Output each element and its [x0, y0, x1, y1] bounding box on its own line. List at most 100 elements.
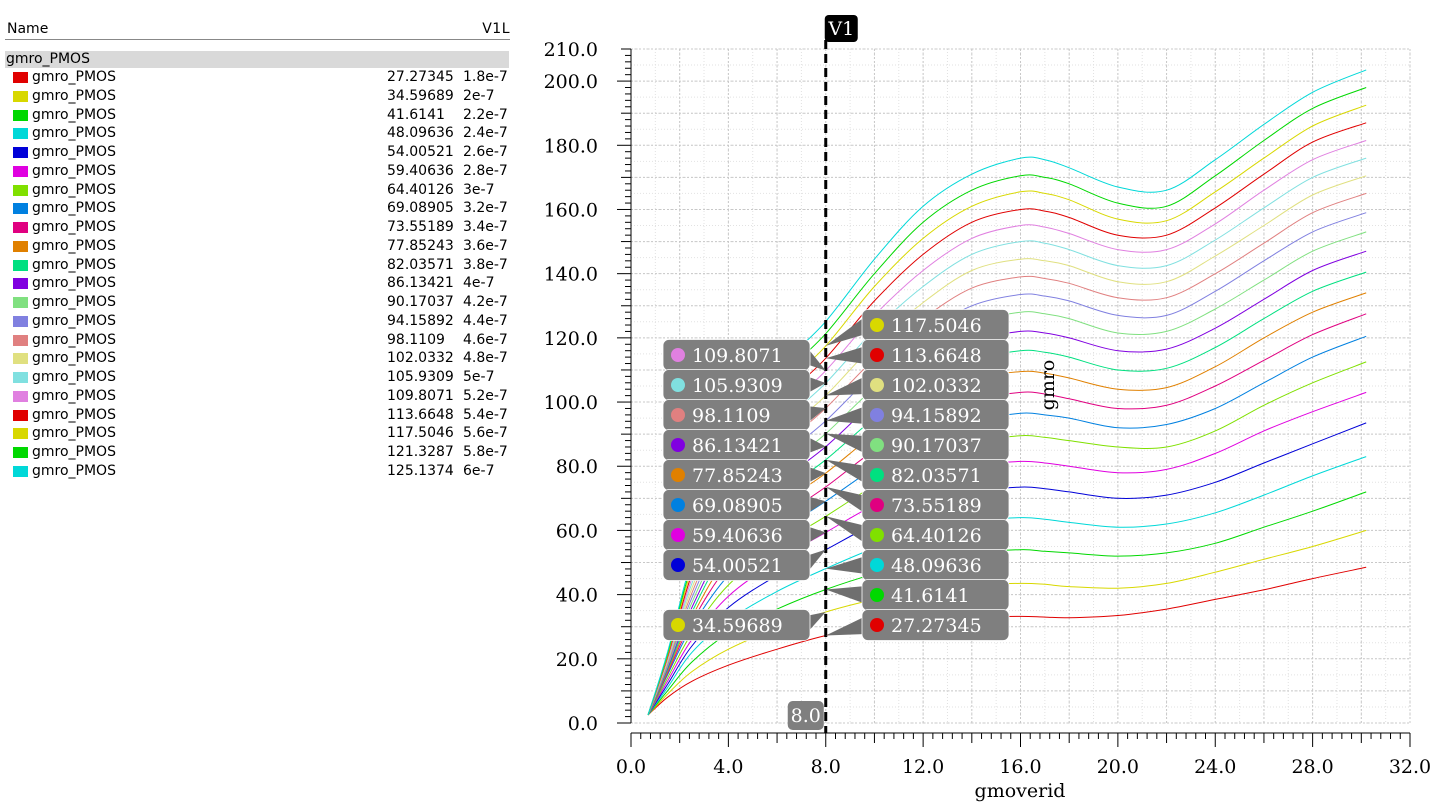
legend-row-name: gmro_PMOS: [32, 294, 116, 310]
legend-row-name: gmro_PMOS: [32, 106, 116, 123]
legend-row-param: 1.8e-7: [463, 69, 508, 85]
legend-row[interactable]: gmro_PMOS 102.0332 4.8e-7: [0, 349, 515, 368]
y-tick-label: 140.0: [544, 264, 598, 286]
annotation-left[interactable]: 109.8071: [662, 339, 826, 371]
annotation-value: 59.40636: [692, 525, 783, 547]
annotation-value: 94.15892: [891, 405, 982, 427]
legend-row-name: gmro_PMOS: [32, 219, 116, 235]
annotation-right[interactable]: 27.27345: [825, 609, 1010, 641]
legend-row-param: 4.8e-7: [463, 350, 508, 367]
legend-row[interactable]: gmro_PMOS 69.08905 3.2e-7: [0, 199, 515, 218]
legend-group-row[interactable]: gmro_PMOS: [5, 51, 509, 68]
annotation-right[interactable]: 117.5046: [825, 309, 1010, 346]
legend-swatch: [13, 315, 28, 327]
legend-row-value: 54.00521: [387, 144, 454, 160]
legend-swatch: [13, 147, 28, 158]
legend-row[interactable]: gmro_PMOS 27.27345 1.8e-7: [0, 68, 515, 87]
legend-row[interactable]: gmro_PMOS 77.85243 3.6e-7: [0, 237, 515, 256]
legend-row[interactable]: gmro_PMOS 90.17037 4.2e-7: [0, 293, 515, 312]
legend-row-param: 2.2e-7: [463, 106, 508, 123]
annotation-value: 105.9309: [692, 375, 783, 397]
x-tick-label: 12.0: [902, 756, 944, 778]
annotation-left[interactable]: 59.40636: [662, 519, 826, 551]
annotation-right[interactable]: 64.40126: [825, 516, 1010, 551]
legend-row[interactable]: gmro_PMOS 109.8071 5.2e-7: [0, 387, 515, 406]
annotation-pointer: [825, 346, 866, 364]
legend-row[interactable]: gmro_PMOS 117.5046 5.6e-7: [0, 424, 515, 443]
annotation-right[interactable]: 94.15892: [825, 399, 1010, 431]
annotation-dot: [671, 438, 685, 452]
legend-row[interactable]: gmro_PMOS 64.40126 3e-7: [0, 181, 515, 200]
legend-row[interactable]: gmro_PMOS 113.6648 5.4e-7: [0, 406, 515, 425]
chart[interactable]: 0.0 20.0 40.0 60.0 80.0 100.0 120.0 140.0 160.0 1…: [515, 0, 1440, 810]
legend-row-param: 5.8e-7: [463, 444, 508, 460]
annotation-dot: [671, 468, 685, 482]
legend-header-name[interactable]: Name: [7, 21, 49, 37]
annotation-pointer: [825, 616, 866, 636]
legend-row[interactable]: gmro_PMOS 94.15892 4.4e-7: [0, 312, 515, 331]
annotation-pointer: [806, 549, 826, 574]
legend-row-param: 4.6e-7: [463, 331, 508, 348]
legend-row[interactable]: gmro_PMOS 48.09636 2.4e-7: [0, 124, 515, 143]
x-tick-label: 8.0: [811, 756, 841, 778]
annotation-right[interactable]: 48.09636: [825, 549, 1010, 581]
annotation-value: 54.00521: [692, 555, 783, 577]
legend-row[interactable]: gmro_PMOS 82.03571 3.8e-7: [0, 256, 515, 275]
annotation-value: 73.55189: [891, 495, 982, 517]
legend-row[interactable]: gmro_PMOS 125.1374 6e-7: [0, 462, 515, 481]
legend-header: Name V1L: [5, 20, 510, 40]
legend-row[interactable]: gmro_PMOS 86.13421 4e-7: [0, 274, 515, 293]
legend-row[interactable]: gmro_PMOS 98.1109 4.6e-7: [0, 331, 515, 350]
legend-row[interactable]: gmro_PMOS 34.59689 2e-7: [0, 87, 515, 106]
legend-row[interactable]: gmro_PMOS 41.6141 2.2e-7: [0, 106, 515, 125]
legend-swatch: [13, 90, 28, 102]
annotation-right[interactable]: 90.17037: [825, 429, 1010, 461]
legend-row-param: 2.4e-7: [463, 125, 508, 142]
annotation-pointer: [806, 496, 826, 514]
annotation-right[interactable]: 113.6648: [825, 339, 1010, 371]
annotation-left[interactable]: 54.00521: [662, 549, 826, 581]
legend-row-param: 2e-7: [463, 87, 495, 104]
cursor-tag[interactable]: [824, 15, 858, 42]
legend-row-value: 125.1374: [387, 462, 454, 479]
legend-row[interactable]: gmro_PMOS 121.3287 5.8e-7: [0, 443, 515, 462]
annotation-dot: [870, 318, 884, 332]
legend-row[interactable]: gmro_PMOS 54.00521 2.6e-7: [0, 143, 515, 162]
legend-swatch: [13, 297, 28, 308]
x-tick-label: 4.0: [713, 756, 743, 778]
annotation-value: 34.59689: [692, 615, 783, 637]
y-tick-label: 100.0: [544, 392, 598, 414]
annotation-pointer: [806, 436, 826, 454]
legend-row[interactable]: gmro_PMOS 59.40636 2.8e-7: [0, 162, 515, 181]
legend-swatch: [13, 240, 28, 252]
annotation-right[interactable]: 82.03571: [825, 459, 1010, 491]
legend-header-column[interactable]: V1L: [482, 21, 510, 37]
y-tick-label: 80.0: [556, 456, 598, 478]
annotation-dot: [671, 348, 685, 362]
annotation-left[interactable]: 86.13421: [662, 429, 826, 461]
annotation-dot: [870, 588, 884, 602]
legend-row-value: 64.40126: [387, 181, 454, 198]
chart-axes: 0.0 20.0 40.0 60.0 80.0 100.0 120.0 140.0 160.0 1…: [544, 39, 1432, 778]
annotation-right[interactable]: 73.55189: [825, 486, 1010, 521]
annotation-left[interactable]: 98.1109: [662, 399, 826, 431]
legend-row-name: gmro_PMOS: [32, 387, 116, 404]
legend-swatch: [13, 222, 28, 233]
annotation-right[interactable]: 102.0332: [825, 369, 1010, 401]
legend-row-param: 5.6e-7: [463, 425, 508, 442]
y-tick-label: 40.0: [556, 585, 598, 607]
annotation-left[interactable]: 105.9309: [662, 369, 826, 401]
x-tick-label: 20.0: [1097, 756, 1139, 778]
legend-row-name: gmro_PMOS: [32, 237, 116, 254]
annotation-right[interactable]: 41.6141: [825, 579, 1010, 611]
annotation-left[interactable]: 69.08905: [662, 489, 826, 521]
legend-row-name: gmro_PMOS: [32, 312, 116, 329]
annotation-left[interactable]: 77.85243: [662, 459, 826, 491]
annotation-value: 64.40126: [891, 525, 982, 547]
annotation-left[interactable]: 34.59689: [662, 609, 826, 641]
legend-row[interactable]: gmro_PMOS 73.55189 3.4e-7: [0, 218, 515, 237]
legend-row-value: 90.17037: [387, 294, 454, 310]
legend-row-param: 3.6e-7: [463, 237, 508, 254]
annotation-pointer: [825, 556, 866, 574]
legend-row[interactable]: gmro_PMOS 105.9309 5e-7: [0, 368, 515, 387]
